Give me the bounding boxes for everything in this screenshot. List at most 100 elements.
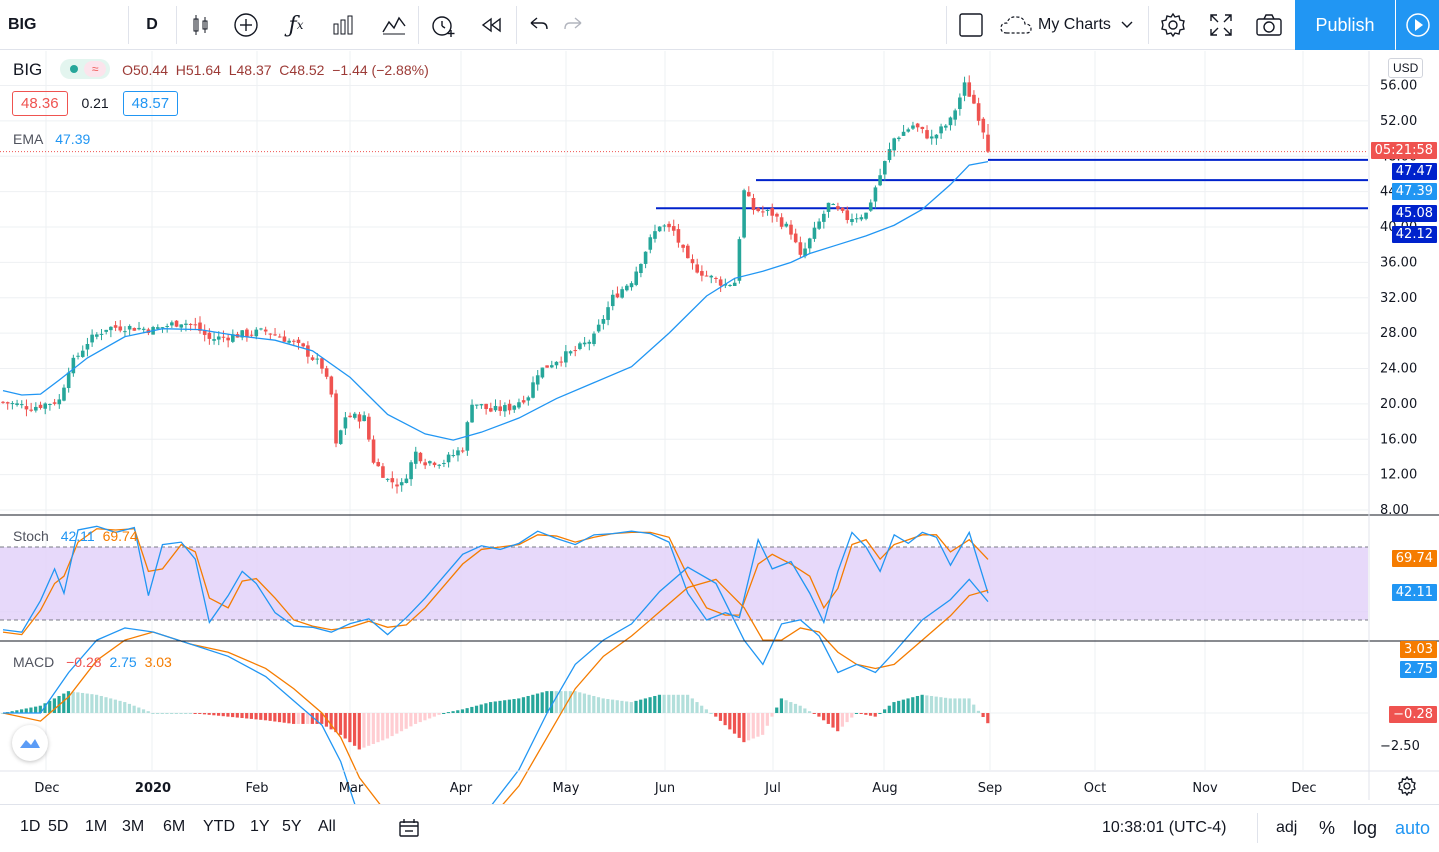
macd-histogram-bar — [582, 693, 587, 713]
range-button-5d[interactable]: 5D — [48, 818, 69, 835]
macd-histogram-bar — [770, 713, 774, 717]
candle-body — [878, 175, 882, 186]
macd-histogram-bar — [334, 713, 338, 733]
candle-body — [582, 342, 587, 345]
candle-body — [981, 118, 986, 133]
interval-button[interactable]: D — [130, 0, 174, 50]
candle-body — [24, 406, 29, 410]
my-charts-label: My Charts — [1038, 16, 1111, 33]
candle-body — [643, 251, 648, 264]
ema-price-label: 47.39 — [1391, 183, 1437, 200]
candle-body — [334, 393, 338, 444]
currency-label[interactable]: USD — [1388, 58, 1424, 78]
macd-histogram-bar — [836, 713, 840, 732]
candle-body — [296, 339, 301, 343]
macd-histogram-bar — [259, 713, 263, 720]
macd-histogram-bar — [127, 703, 132, 713]
macd-histogram-bar — [113, 699, 117, 713]
macd-histogram-bar — [634, 700, 638, 713]
candle-body — [348, 415, 352, 418]
candle-body — [986, 134, 990, 152]
candle-body — [19, 404, 24, 406]
range-button-ytd[interactable]: YTD — [203, 818, 235, 835]
candle-body — [357, 414, 362, 422]
candle-body — [470, 404, 474, 423]
add-icon[interactable] — [226, 0, 266, 50]
chart-canvas[interactable]: 56.0052.0048.0044.0040.0036.0032.0028.00… — [0, 51, 1439, 804]
candle-body — [934, 134, 939, 139]
macd-histogram-bar — [277, 713, 282, 723]
date-range-icon[interactable] — [398, 805, 420, 851]
log-toggle[interactable]: log — [1353, 817, 1378, 838]
scale-settings-gear-icon[interactable] — [1397, 775, 1417, 801]
bid-box[interactable]: 48.36 — [12, 91, 68, 116]
square-icon[interactable] — [952, 0, 990, 50]
range-button-1m[interactable]: 1M — [85, 818, 108, 835]
macd-histogram-bar — [972, 704, 976, 713]
macd-histogram-bar — [15, 710, 19, 713]
macd-histogram-bar — [179, 713, 183, 714]
macd-histogram-bar — [146, 711, 150, 713]
macd-histogram-bar — [254, 713, 258, 720]
macd-histogram-bar — [198, 713, 202, 714]
adj-toggle[interactable]: adj — [1276, 819, 1298, 836]
candle-body — [803, 248, 807, 257]
candle-body — [395, 484, 399, 487]
separator — [418, 6, 419, 44]
legend-status-badge[interactable]: ≈ — [60, 59, 111, 80]
clock-time[interactable]: 10:38:01 (UTC-4) — [1102, 819, 1227, 836]
price-tick-label: 12.00 — [1380, 468, 1417, 483]
macd-histogram-bar — [676, 694, 680, 713]
macd-histogram-bar — [531, 694, 535, 713]
candle-body — [498, 406, 502, 411]
macd-histogram-bar — [460, 709, 465, 713]
candle-body — [840, 207, 845, 211]
replay-icon[interactable] — [472, 0, 512, 50]
candle-body — [704, 275, 709, 277]
camera-icon[interactable] — [1248, 0, 1290, 50]
publish-button[interactable]: Publish — [1295, 0, 1395, 50]
candle-body — [578, 343, 582, 350]
candle-body — [564, 351, 568, 363]
price-tick-label: 8.00 — [1380, 503, 1409, 518]
bars-icon[interactable] — [324, 0, 364, 50]
range-button-5y[interactable]: 5Y — [282, 818, 302, 835]
range-button-1d[interactable]: 1D — [20, 818, 41, 835]
percent-toggle[interactable]: % — [1319, 817, 1336, 838]
ask-box[interactable]: 48.57 — [122, 91, 179, 116]
redo-icon[interactable] — [556, 0, 592, 50]
time-tick-label: May — [553, 781, 580, 796]
macd-histogram-bar — [653, 695, 657, 713]
range-button-6m[interactable]: 6M — [163, 818, 186, 835]
fullscreen-icon[interactable] — [1200, 0, 1242, 50]
alert-icon[interactable] — [423, 0, 463, 50]
range-button-1y[interactable]: 1Y — [250, 818, 270, 835]
macd-histogram-bar — [517, 698, 521, 713]
macd-histogram-bar — [662, 694, 666, 713]
macd-histogram-bar — [503, 700, 507, 713]
templates-icon[interactable] — [374, 0, 414, 50]
auto-toggle[interactable]: auto — [1395, 817, 1431, 838]
my-charts-button[interactable]: My Charts — [1000, 0, 1150, 50]
macd-histogram-bar — [620, 700, 624, 713]
undo-icon[interactable] — [520, 0, 556, 50]
macd-histogram-bar — [273, 713, 277, 722]
range-button-all[interactable]: All — [318, 818, 336, 835]
macd-histogram-bar — [395, 713, 399, 734]
bottom-toolbar: 1D 5D 1M 3M 6M YTD 1Y 5Y All 10:38:01 (UTC-4) ad… — [0, 804, 1439, 852]
candles-icon[interactable] — [180, 0, 220, 50]
play-icon[interactable] — [1396, 0, 1439, 50]
range-button-3m[interactable]: 3M — [122, 818, 145, 835]
macd-histogram-bar — [568, 691, 572, 713]
candle-body — [549, 365, 554, 368]
gear-icon[interactable] — [1152, 0, 1194, 50]
symbol-search[interactable]: BIG — [8, 0, 118, 50]
candle-body — [198, 322, 202, 331]
macd-histogram-bar — [714, 713, 718, 717]
candle-body — [10, 403, 15, 405]
macd-histogram-bar — [803, 708, 807, 713]
macd-histogram-bar — [301, 713, 305, 724]
macd-histogram-bar — [700, 705, 704, 713]
tradingview-logo[interactable] — [12, 725, 48, 761]
